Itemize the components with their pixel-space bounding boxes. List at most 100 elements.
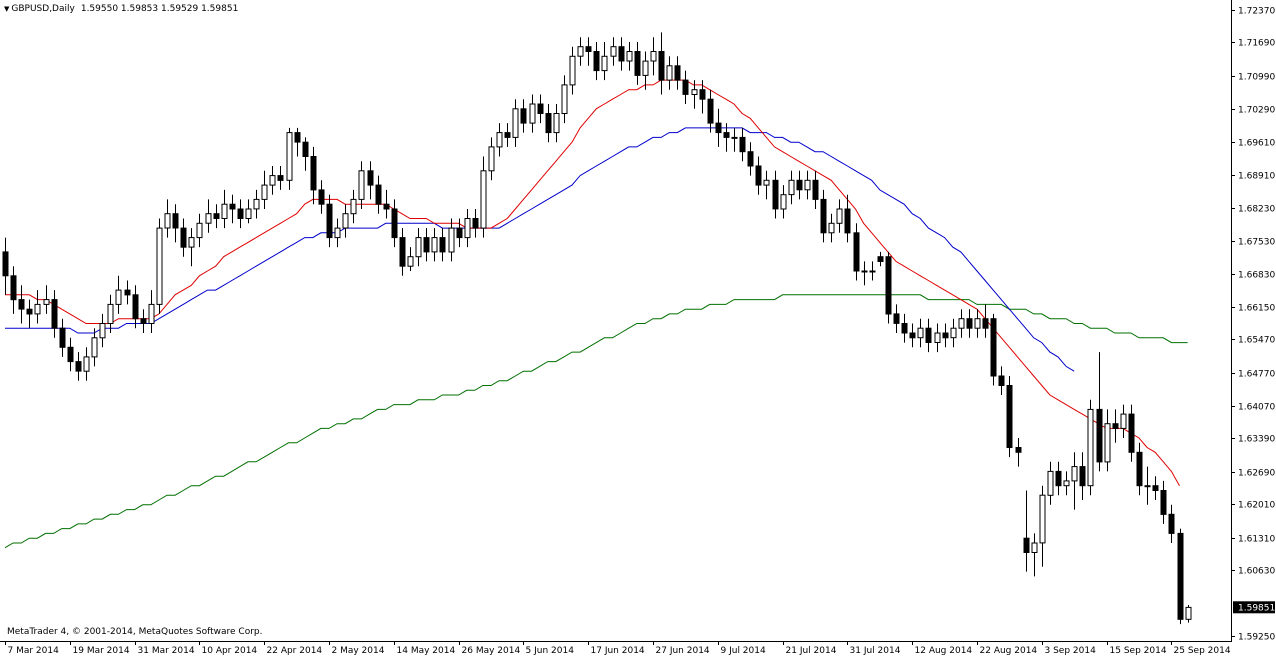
candle [1128,404,1135,462]
bear-candle-body [820,198,827,234]
time-tick-label: 7 Mar 2014 [8,646,60,656]
candle [269,166,276,195]
bear-candle-body [715,122,722,134]
copyright-text: MetaTrader 4, © 2001-2014, MetaQuotes So… [7,627,263,637]
bull-candle-body [1120,413,1127,429]
candle [958,309,965,338]
bull-candle-body [156,227,163,305]
candle [966,309,973,338]
candle [577,37,584,66]
candle [277,166,284,190]
bear-candle-body [1006,385,1013,448]
candle [229,194,236,224]
candle [1055,461,1062,496]
bear-candle-body [990,318,997,377]
bull-candle-body [1063,480,1070,487]
time-tick-label: 5 Jun 2014 [526,646,575,656]
price-tick-label: 1.70290 [1238,106,1275,116]
bull-candle-body [553,113,560,134]
bear-candle-body [618,46,625,62]
candle [755,156,762,195]
bear-candle-body [67,346,74,363]
candle [261,170,268,209]
candle [1047,461,1054,505]
bear-candle-body [180,227,187,248]
candle [1104,409,1111,472]
price-tick-label: 1.59250 [1238,633,1275,643]
candle [553,104,560,143]
bull-candle-body [974,318,981,329]
time-tick-label: 17 Jun 2014 [591,646,645,656]
bull-candle-body [415,237,422,258]
price-tick-label: 1.67530 [1238,238,1275,248]
candle [691,80,698,109]
candle [99,313,106,348]
time-tick-label: 22 Apr 2014 [267,646,323,656]
bear-candle-body [674,65,681,81]
bear-candle-body [998,375,1005,386]
bear-candle-body [456,227,463,239]
bull-candle-body [666,65,673,81]
candle [1023,490,1030,572]
bull-candle-body [350,198,357,215]
bull-candle-body [650,51,657,62]
bear-candle-body [1168,513,1175,534]
candle [998,366,1005,395]
candle [861,261,868,286]
candle [520,99,527,133]
candle [51,290,58,338]
candle [180,218,187,257]
bull-candle-body [34,303,41,315]
time-tick-label: 31 Jul 2014 [850,646,901,656]
candle [1185,605,1192,623]
bear-candle-body [925,327,932,344]
time-tick-label: 31 Mar 2014 [138,646,195,656]
candle [245,199,252,224]
bull-candle-body [488,146,495,172]
candle [1071,452,1078,510]
candle [156,218,163,314]
bear-candle-body [772,179,779,210]
price-tick-label: 1.65470 [1238,336,1275,346]
bull-candle-body [107,303,114,324]
bull-candle-body [148,303,155,324]
bear-candle-body [391,208,398,239]
candle [464,209,471,248]
bear-candle-body [982,318,989,329]
candle [682,70,689,104]
bull-candle-body [261,184,268,200]
bull-candle-body [788,179,795,196]
price-tick-label: 1.61310 [1238,535,1275,545]
bull-candle-body [1031,542,1038,553]
candle [909,323,916,348]
current-price-text: 1.59851 [1238,603,1275,613]
candle [569,46,576,95]
bear-candle-body [294,132,301,143]
bull-candle-body [464,218,471,239]
candle [448,218,455,262]
ma-mid-line [5,127,1075,372]
candle [950,318,957,348]
candle [731,127,738,152]
bull-candle-body [286,132,293,181]
bull-candle-body [804,179,811,191]
bull-candle-body [601,55,608,72]
candle [820,189,827,243]
bear-candle-body [634,51,641,76]
bull-candle-body [334,227,341,239]
ohlc-values: 1.59550 1.59853 1.59529 1.59851 [80,4,239,14]
bull-candle-body [188,237,195,248]
bear-candle-body [520,108,527,124]
bull-candle-body [763,179,770,186]
collapse-triangle-icon[interactable]: ▼ [4,5,10,13]
bear-candle-body [966,318,973,329]
bull-candle-body [780,194,787,210]
bear-candle-body [472,218,479,229]
bull-candle-body [577,46,584,57]
bear-candle-body [75,361,82,372]
bull-candle-body [610,46,617,57]
time-axis: 7 Mar 2014 19 Mar 2014 31 Mar 2014 10 Apr 2… [5,641,1231,656]
candle [1112,409,1119,443]
